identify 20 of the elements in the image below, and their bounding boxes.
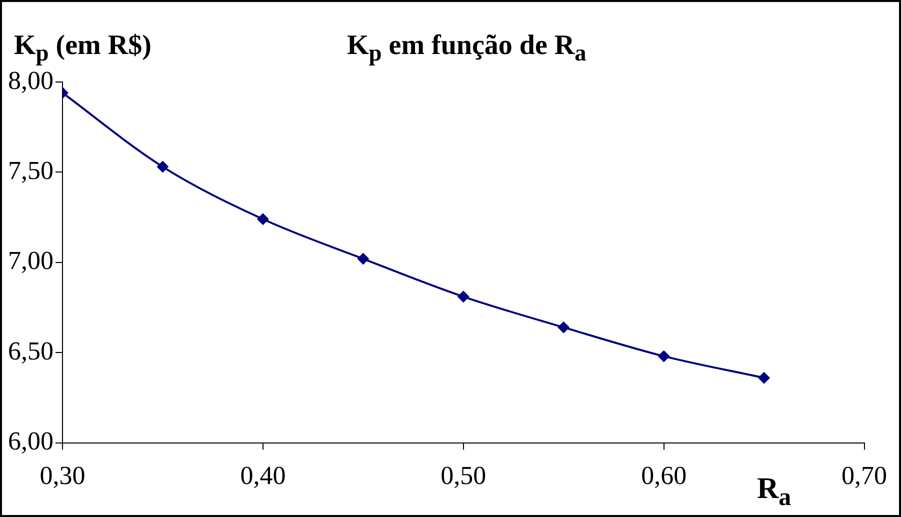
point [558,321,570,334]
x-tick-label: 0,30 [40,461,86,490]
point [156,160,169,173]
y-tick-label: 7,00 [8,246,54,276]
y-tick-label: 7,50 [8,156,54,186]
x-tick-label: 0,60 [641,461,687,490]
chart-title: K$_{p}$ em função de R$_{a}$ [347,30,586,68]
point [758,372,770,384]
x-tick-label: 0,50 [440,461,486,490]
point [457,290,470,303]
point [357,252,370,265]
y-tick-label: 6,00 [8,426,54,456]
x-axis-title: R$_{a}$ [757,472,792,512]
point [256,213,269,226]
y-tick-label: 8,00 [8,66,54,95]
x-tick-label: 0,40 [240,461,286,490]
x-tick-label: 0,70 [842,461,887,490]
y-tick-label: 6,50 [8,336,54,366]
y-axis-title: K$_{p}$ (em R$) [14,30,152,68]
point [658,350,670,362]
